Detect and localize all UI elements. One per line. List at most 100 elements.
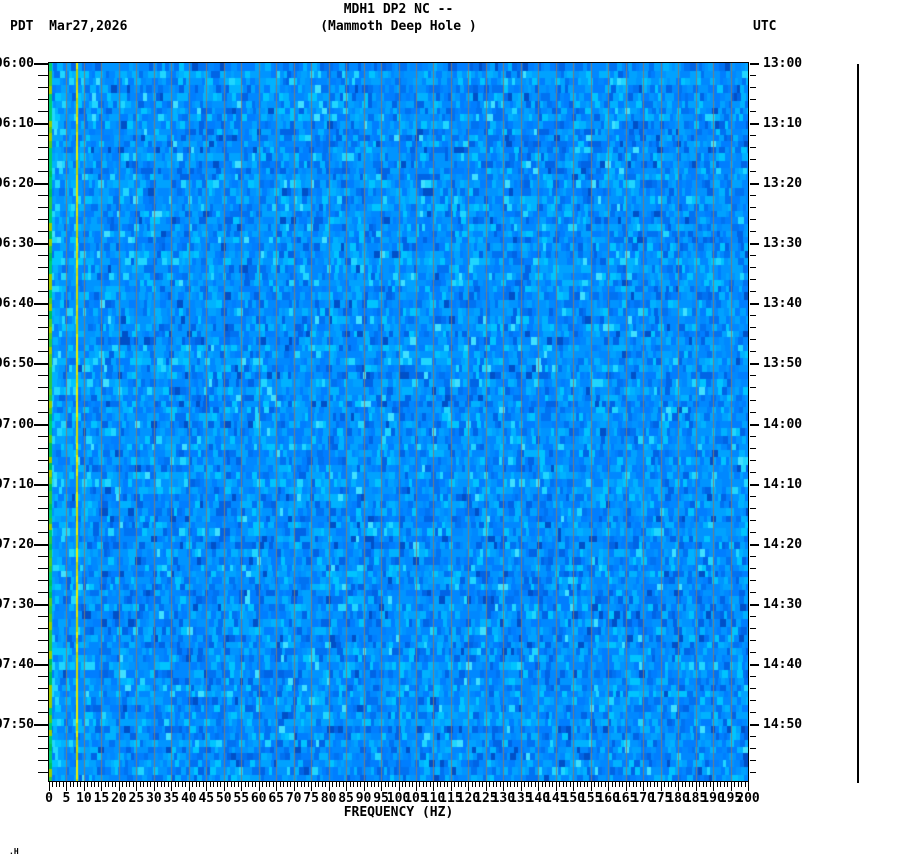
left-axis-major-tick xyxy=(34,664,49,666)
x-axis-minor-tick xyxy=(650,782,651,787)
left-axis-major-tick xyxy=(34,183,49,185)
x-axis-minor-tick xyxy=(157,782,158,787)
x-axis-minor-tick xyxy=(587,782,588,787)
x-axis-minor-tick xyxy=(419,782,420,787)
x-axis-major-tick xyxy=(49,782,50,791)
right-axis-minor-tick xyxy=(750,436,756,437)
right-axis-minor-tick xyxy=(750,532,756,533)
x-axis-major-tick xyxy=(294,782,295,791)
right-axis-minor-tick xyxy=(750,375,756,376)
x-axis-minor-tick xyxy=(203,782,204,787)
x-axis-major-tick xyxy=(119,782,120,791)
left-axis-minor-tick xyxy=(38,748,49,749)
x-axis-minor-tick xyxy=(405,782,406,787)
x-axis-tick-label: 85 xyxy=(338,791,354,806)
right-axis-minor-tick xyxy=(750,580,756,581)
x-axis-minor-tick xyxy=(594,782,595,787)
x-axis-minor-tick xyxy=(371,782,372,787)
x-axis-minor-tick xyxy=(472,782,473,787)
right-axis-minor-tick xyxy=(750,628,756,629)
x-axis-major-tick xyxy=(329,782,330,791)
x-axis-minor-tick xyxy=(612,782,613,787)
x-axis-major-tick xyxy=(486,782,487,791)
x-axis-minor-tick xyxy=(322,782,323,787)
x-axis-minor-tick xyxy=(308,782,309,787)
right-axis-time-label: 13:00 xyxy=(763,56,803,71)
left-axis-minor-tick xyxy=(38,760,49,761)
x-axis-major-tick xyxy=(696,782,697,791)
x-axis-minor-tick xyxy=(367,782,368,787)
right-axis-minor-tick xyxy=(750,87,756,88)
left-axis-minor-tick xyxy=(38,580,49,581)
x-axis-minor-tick xyxy=(318,782,319,787)
left-axis-minor-tick xyxy=(38,279,49,280)
x-axis-tick-label: 125 xyxy=(474,791,498,806)
left-axis-minor-tick xyxy=(38,568,49,569)
left-axis-time-label: 06:00 xyxy=(0,56,34,71)
right-axis-minor-tick xyxy=(750,556,756,557)
left-axis-minor-tick xyxy=(38,375,49,376)
x-axis-minor-tick xyxy=(63,782,64,787)
page-subtitle: (Mammoth Deep Hole ) xyxy=(320,19,477,34)
x-axis-minor-tick xyxy=(238,782,239,787)
x-axis-minor-tick xyxy=(304,782,305,787)
x-axis-minor-tick xyxy=(566,782,567,787)
x-axis-major-tick xyxy=(101,782,102,791)
x-axis-tick-label: 190 xyxy=(701,791,725,806)
x-axis-minor-tick xyxy=(129,782,130,787)
x-axis-major-tick xyxy=(433,782,434,791)
x-axis-minor-tick xyxy=(374,782,375,787)
x-axis-tick-label: 70 xyxy=(285,791,302,806)
right-axis-minor-tick xyxy=(750,652,756,653)
left-axis-time-label: 06:40 xyxy=(0,296,34,311)
right-axis-major-tick xyxy=(750,363,759,365)
x-axis-minor-tick xyxy=(122,782,123,787)
x-axis-minor-tick xyxy=(461,782,462,787)
left-axis-minor-tick xyxy=(38,99,49,100)
x-axis-minor-tick xyxy=(395,782,396,787)
right-axis-time-label: 13:30 xyxy=(763,236,803,251)
left-axis-time-label: 07:10 xyxy=(0,477,34,492)
timezone-left-label: PDT xyxy=(10,19,34,34)
x-axis-minor-tick xyxy=(150,782,151,787)
x-axis-tick-label: 145 xyxy=(544,791,568,806)
right-axis-major-tick xyxy=(750,424,759,426)
left-axis-minor-tick xyxy=(38,436,49,437)
x-axis-minor-tick xyxy=(426,782,427,787)
left-axis-time-label: 07:40 xyxy=(0,657,34,672)
x-axis-minor-tick xyxy=(343,782,344,787)
x-axis-tick-label: 195 xyxy=(718,791,743,806)
x-axis-tick-label: 160 xyxy=(596,791,620,806)
right-axis-minor-tick xyxy=(750,472,756,473)
left-axis-minor-tick xyxy=(38,700,49,701)
left-axis-time-label: 07:20 xyxy=(0,537,34,552)
x-axis-tick-label: 55 xyxy=(233,791,250,806)
x-axis-minor-tick xyxy=(475,782,476,787)
x-axis-minor-tick xyxy=(227,782,228,787)
x-axis-minor-tick xyxy=(524,782,525,787)
x-axis-major-tick xyxy=(154,782,155,791)
right-axis-minor-tick xyxy=(750,508,756,509)
left-axis-minor-tick xyxy=(38,387,49,388)
left-axis-minor-tick xyxy=(38,460,49,461)
x-axis-major-tick xyxy=(241,782,242,791)
x-axis-minor-tick xyxy=(717,782,718,787)
left-axis-time-label: 06:10 xyxy=(0,116,34,131)
x-axis-tick-label: 150 xyxy=(561,791,585,806)
x-axis-minor-tick xyxy=(654,782,655,787)
x-axis-major-tick xyxy=(171,782,172,791)
x-axis-minor-tick xyxy=(273,782,274,787)
x-axis-minor-tick xyxy=(357,782,358,787)
x-axis-minor-tick xyxy=(629,782,630,787)
right-axis-major-tick xyxy=(750,183,759,185)
x-axis-minor-tick xyxy=(619,782,620,787)
x-axis-tick-label: 200 xyxy=(736,791,760,806)
x-axis-minor-tick xyxy=(182,782,183,787)
left-axis-major-tick xyxy=(34,424,49,426)
date-label: Mar27,2026 xyxy=(49,19,128,34)
x-axis-minor-tick xyxy=(706,782,707,787)
x-axis-minor-tick xyxy=(738,782,739,787)
x-axis-major-tick xyxy=(538,782,539,791)
x-axis-minor-tick xyxy=(664,782,665,787)
